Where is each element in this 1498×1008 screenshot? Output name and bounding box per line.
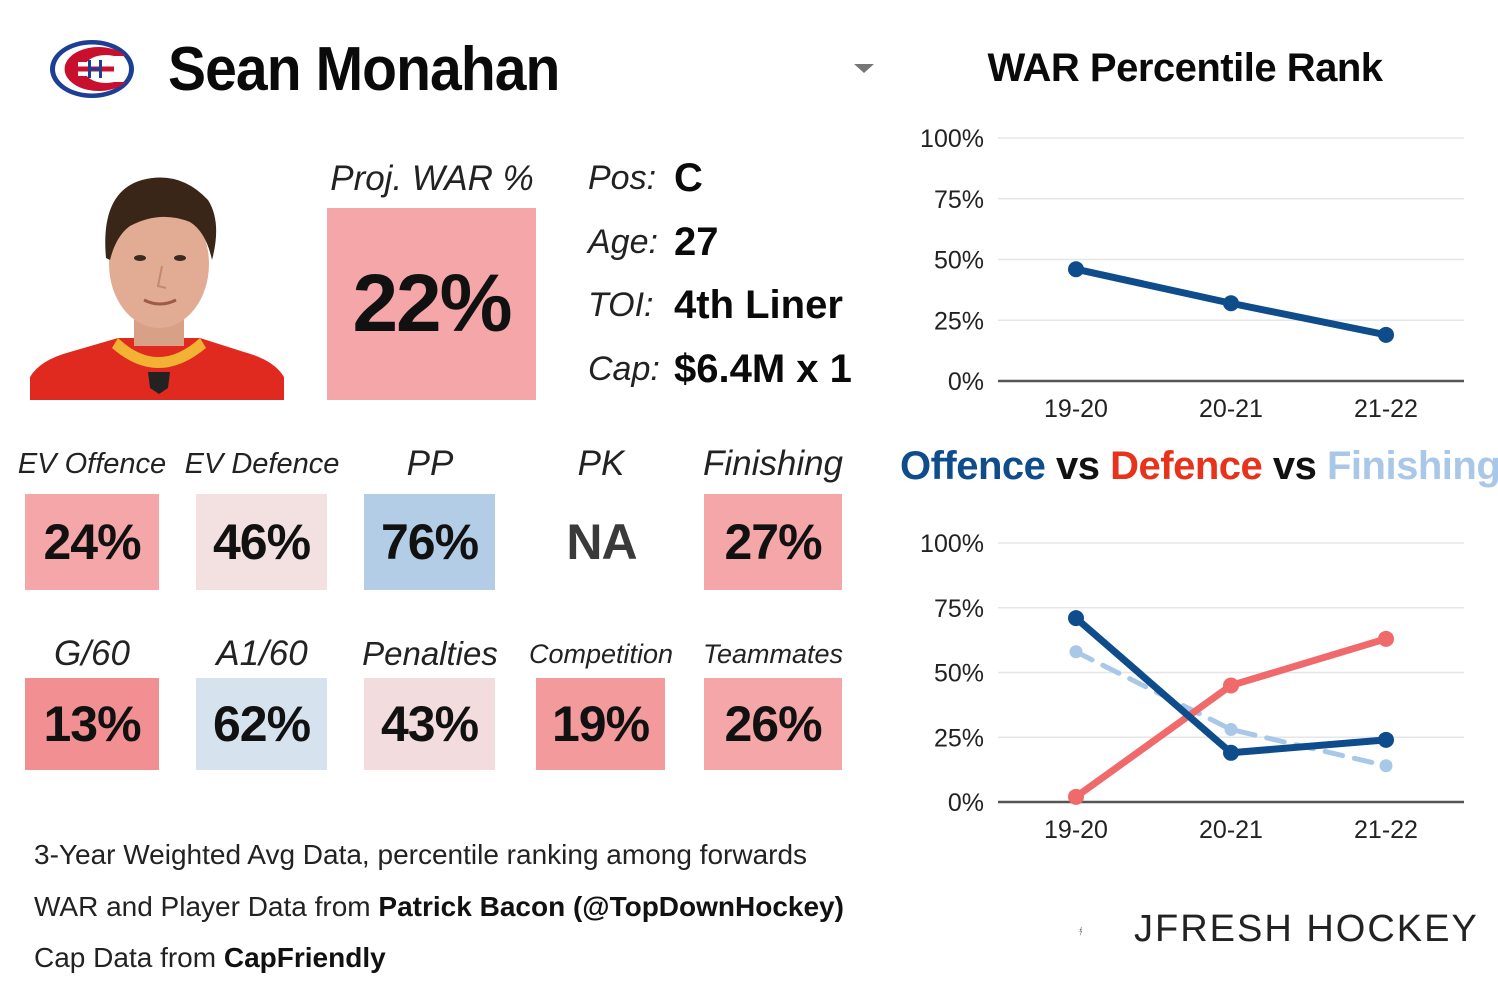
cap-value: $6.4M x 1 [674,347,852,391]
pk-value: NA [536,494,667,590]
y-tick-label: 0% [948,368,984,396]
a160-label: A1/60 [216,634,308,673]
toi-value: 4th Liner [674,283,843,327]
x-tick-label: 20-21 [1199,816,1263,844]
footnote-war-author: Patrick Bacon (@TopDownHockey) [378,891,844,922]
chevron-down-icon[interactable] [854,64,874,73]
proj-war-value: 22% [327,208,536,400]
war-percentile-chart: 0% 25% 50% 75% 100% 19-20 20-21 21-22 [920,125,1464,423]
data-point-offence [1068,610,1084,627]
data-point-war [1223,295,1239,312]
x-tick-label: 21-22 [1354,395,1418,423]
data-point-defence [1223,677,1239,694]
x-tick-label: 19-20 [1044,395,1108,423]
teammates-label: Teammates [702,639,844,669]
footnote-method: 3-Year Weighted Avg Data, percentile ran… [34,839,808,870]
title-vs-2: vs [1262,444,1327,488]
data-point-offence [1378,731,1394,748]
g60-label: G/60 [54,634,130,673]
title-vs-1: vs [1045,444,1111,488]
y-tick-label: 75% [934,186,984,214]
ev-defence-value: 46% [196,494,327,590]
data-point-defence [1068,788,1084,805]
x-tick-label: 21-22 [1354,816,1418,844]
habs-logo-icon [50,40,134,98]
data-point-war [1068,261,1084,278]
teammates-value: 26% [704,678,842,770]
competition-label: Competition [528,639,674,669]
age-value: 27 [674,220,719,264]
toi-label: TOI: [588,286,654,324]
cap-label: Cap: [588,350,660,388]
offence-defence-finishing-chart: 0% 25% 50% 75% 100% 19-20 20-21 21-22 [920,530,1464,844]
proj-war-label: Proj. WAR % [330,159,534,198]
brand-name: JFRESH HOCKEY [1134,908,1479,950]
pp-value: 76% [364,494,495,590]
penalties-value: 43% [364,678,495,770]
x-tick-label: 19-20 [1044,816,1108,844]
pos-value: C [674,156,703,200]
data-point-defence [1378,630,1394,647]
penalties-label: Penalties [362,635,498,672]
data-point-finishing [1069,645,1083,659]
g60-value: 13% [25,678,159,770]
pos-label: Pos: [588,159,657,197]
x-tick-label: 20-21 [1199,395,1263,423]
competition-value: 19% [536,678,665,770]
data-point-offence [1223,744,1239,761]
y-tick-label: 50% [934,660,984,688]
jfresh-logo-icon [1079,926,1083,936]
pk-label: PK [577,444,625,483]
player-name: Sean Monahan [168,35,560,104]
finishing-value: 27% [704,494,842,590]
y-tick-label: 75% [934,595,984,623]
series-line-finishing [1073,649,1389,769]
finishing-label: Finishing [702,444,844,483]
footnote-cap-prefix: Cap Data from [34,942,224,973]
data-point-finishing [1224,722,1238,736]
title-offence: Offence [900,444,1046,488]
y-tick-label: 100% [920,125,984,153]
age-label: Age: [588,223,658,261]
footnote-war-source: WAR and Player Data from Patrick Bacon (… [34,890,844,924]
title-defence: Defence [1110,444,1263,488]
war-chart-title: WAR Percentile Rank [987,46,1383,90]
title-finishing: Finishing [1327,444,1498,488]
y-tick-label: 0% [948,789,984,817]
footnote-cap-author: CapFriendly [223,942,386,973]
ovd-chart-title: Offence vs Defence vs Finishing [900,442,1498,490]
pp-label: PP [406,444,454,483]
data-point-war [1378,326,1394,343]
data-point-finishing [1379,759,1393,773]
y-tick-label: 25% [934,724,984,752]
a160-value: 62% [196,678,327,770]
footnote-cap-source: Cap Data from CapFriendly [34,941,386,975]
ev-defence-label: EV Defence [184,448,340,480]
y-tick-label: 100% [920,530,984,558]
y-tick-label: 50% [934,247,984,275]
y-tick-label: 25% [934,307,984,335]
footnote-war-prefix: WAR and Player Data from [34,891,379,922]
ev-offence-value: 24% [25,494,159,590]
player-photo [30,177,284,400]
ev-offence-label: EV Offence [17,448,167,480]
